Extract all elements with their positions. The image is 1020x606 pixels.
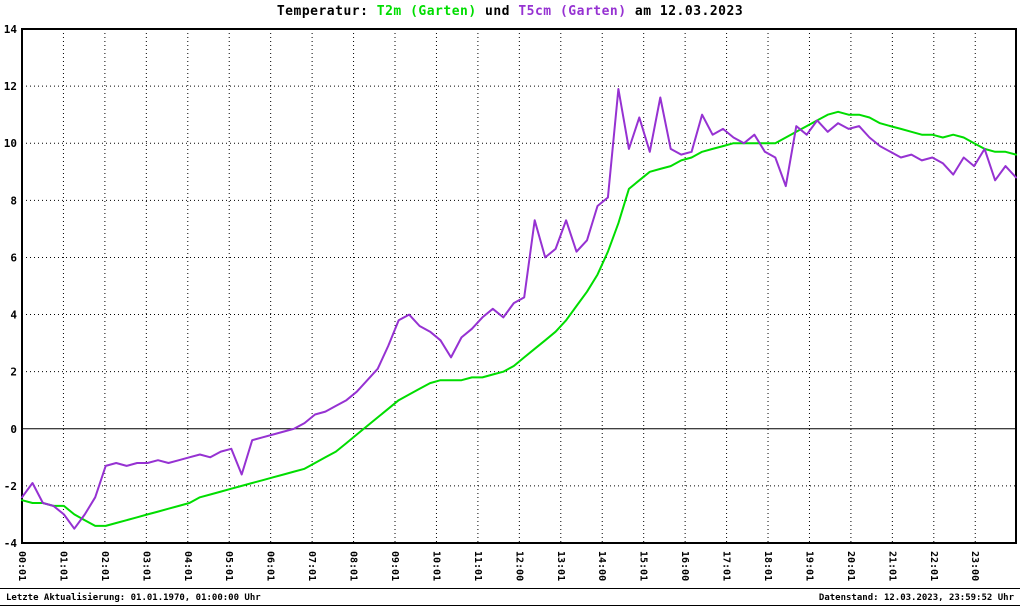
x-tick-label: 00:01 [16,551,27,581]
y-tick-label: 2 [10,366,17,379]
x-tick-label: 04:01 [182,551,193,581]
x-tick-label: 01:01 [57,551,68,581]
x-tick-label: 08:01 [348,551,359,581]
t2m-line [21,110,1017,527]
x-tick-label: 09:01 [389,551,400,581]
x-tick-label: 19:01 [803,551,814,581]
y-tick-label: 10 [4,137,17,150]
plot-border [21,28,1017,544]
x-tick-label: 05:01 [223,551,234,581]
y-tick-label: -2 [4,480,17,493]
x-tick-label: 12:00 [513,551,524,581]
x-tick-label: 06:01 [265,551,276,581]
data-timestamp-text: Datenstand: 12.03.2023, 23:59:52 Uhr [818,593,1014,603]
x-axis-labels: 00:01 01:01 02:01 03:01 04:01 05:01 06:01 07:01… [16,551,980,581]
x-tick-label: 07:01 [306,551,317,581]
last-update-text: Letzte Aktualisierung: 01.01.1970, 01:00… [6,593,261,603]
x-tick-label: 03:01 [140,551,151,581]
x-tick-label: 17:01 [721,551,732,581]
y-tick-label: -4 [4,537,18,550]
x-tick-label: 10:01 [430,551,441,581]
title-mid: und [476,4,519,19]
x-tick-label: 14:00 [596,551,607,581]
chart-title: Temperatur: T2m (Garten) und T5cm (Garte… [0,4,1020,19]
y-tick-label: 8 [10,194,17,207]
x-tick-label: 02:01 [99,551,110,581]
x-tick-label: 23:00 [969,551,980,581]
x-tick-label: 22:01 [928,551,939,581]
title-prefix: Temperatur: [276,4,377,19]
x-tick-label: 11:01 [472,551,483,581]
t5cm-line [21,88,1017,530]
y-tick-label: 0 [10,423,17,436]
x-tick-label: 18:01 [762,551,773,581]
y-tick-label: 4 [10,309,17,322]
title-series2-label: T5cm (Garten) [518,4,627,19]
gridlines [22,29,1016,543]
x-tick-label: 21:01 [886,551,897,581]
y-tick-label: 6 [10,251,17,264]
title-series1-label: T2m (Garten) [376,4,477,19]
x-tick-label: 15:01 [638,551,649,581]
y-axis-labels: 14 12 10 8 6 4 2 0 -2 -4 [4,23,18,550]
y-tick-label: 14 [4,23,18,36]
x-tick-label: 13:01 [555,551,566,581]
x-tick-label: 20:01 [845,551,856,581]
title-suffix: am 12.03.2023 [626,4,744,19]
x-tick-label: 16:00 [679,551,690,581]
chart-canvas: 14 12 10 8 6 4 2 0 -2 -400:01 01:01 02:01 03:01 04:01… [4,23,1017,581]
status-bar: Letzte Aktualisierung: 01.01.1970, 01:00… [0,588,1020,606]
y-tick-label: 12 [4,80,17,93]
